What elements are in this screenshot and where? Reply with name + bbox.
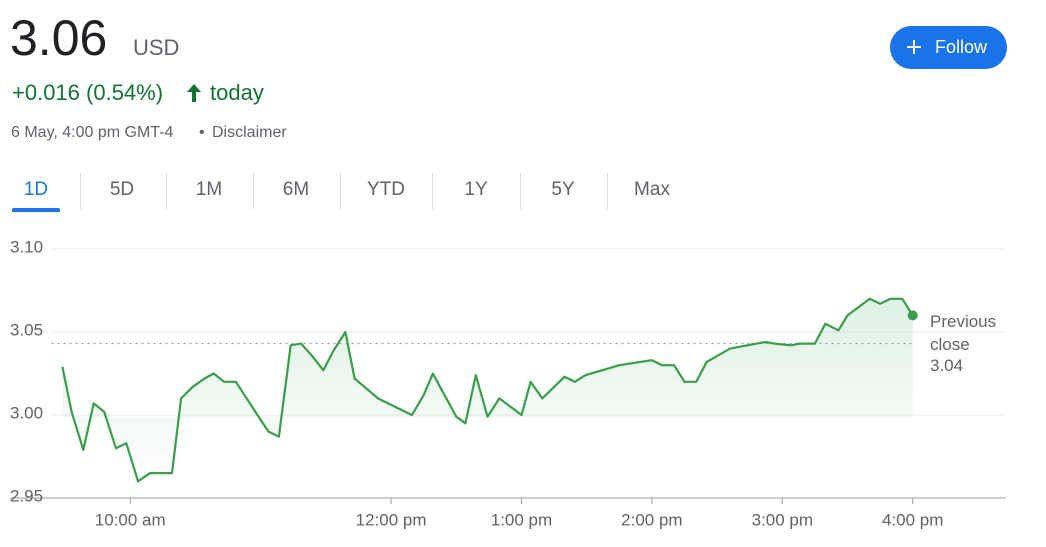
price-change: +0.016 (0.54%)	[12, 80, 164, 105]
follow-label: Follow	[935, 37, 988, 57]
disclaimer-link[interactable]: Disclaimer	[212, 124, 287, 141]
tab-separator	[340, 173, 341, 209]
range-tab[interactable]: 5D	[109, 179, 135, 200]
previous-close-value: 3.04	[930, 356, 964, 375]
x-tick-label: 12:00 pm	[356, 510, 427, 529]
tab-separator	[432, 173, 433, 209]
range-tab[interactable]: 1D	[23, 179, 49, 200]
range-tab[interactable]: 1M	[195, 179, 223, 200]
range-tab[interactable]: Max	[634, 179, 670, 200]
tab-separator	[80, 173, 81, 209]
timestamp: 6 May, 4:00 pm GMT-4	[11, 124, 174, 141]
separator: •	[199, 124, 205, 141]
previous-close-label: Previous close	[930, 312, 997, 354]
plus-icon	[907, 40, 921, 54]
tab-separator	[253, 173, 254, 209]
range-tab[interactable]: 1Y	[464, 179, 488, 200]
price-line	[61, 297, 914, 483]
y-tick-label: 2.95	[10, 486, 43, 505]
range-tab[interactable]: YTD	[367, 179, 405, 200]
x-tick-label: 4:00 pm	[882, 510, 943, 529]
range-tab[interactable]: 5Y	[551, 179, 575, 200]
y-tick-label: 3.00	[10, 403, 43, 422]
change-period: today	[210, 80, 264, 105]
tab-separator	[607, 173, 608, 209]
follow-button[interactable]: Follow	[890, 26, 1007, 69]
area	[62, 298, 913, 482]
up-arrow-icon	[187, 84, 201, 102]
tab-separator	[166, 173, 167, 209]
x-tick-label: 3:00 pm	[752, 510, 813, 529]
x-tick-label: 10:00 am	[95, 510, 166, 529]
x-tick-label: 2:00 pm	[621, 510, 682, 529]
x-tick-label: 1:00 pm	[491, 510, 552, 529]
active-tab-indicator	[12, 208, 60, 212]
y-tick-label: 3.05	[10, 320, 43, 339]
price: 3.06	[10, 10, 108, 66]
range-tab[interactable]: 6M	[282, 179, 310, 200]
currency: USD	[133, 35, 180, 60]
y-tick-label: 3.10	[10, 237, 43, 256]
tab-separator	[520, 173, 521, 209]
last-point	[907, 310, 918, 321]
